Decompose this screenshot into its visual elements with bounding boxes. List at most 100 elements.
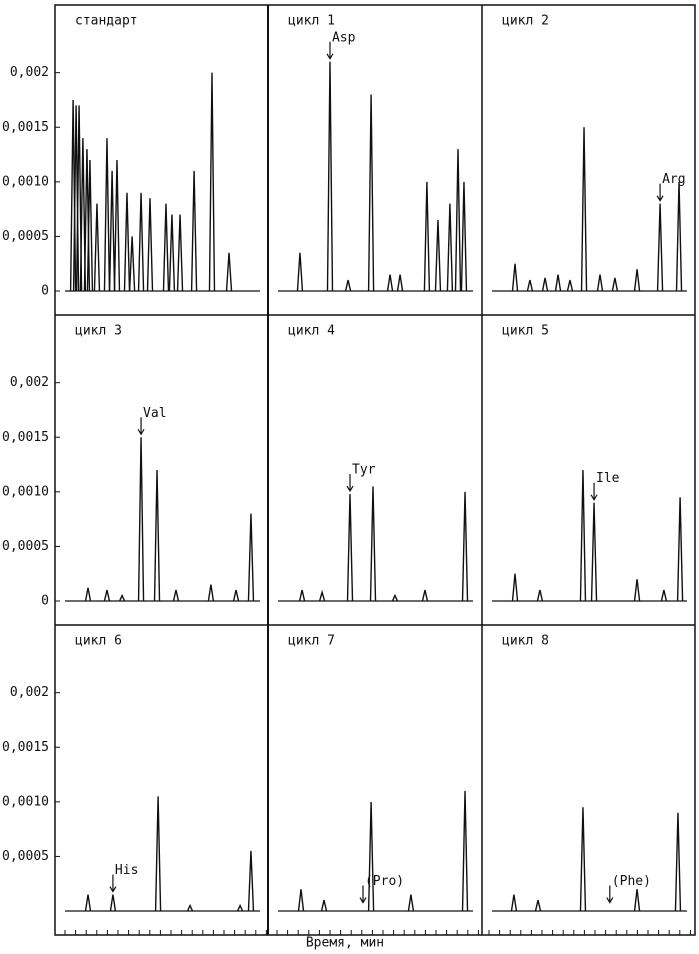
peak [536, 589, 544, 602]
peak [86, 159, 94, 291]
peak [113, 159, 121, 291]
peak [633, 269, 641, 292]
peak [247, 513, 255, 602]
panel-title: стандарт [75, 14, 138, 29]
peak [596, 274, 604, 292]
peak [225, 252, 233, 292]
y-tick-label: 0,0015 [2, 120, 49, 135]
peak [232, 589, 240, 602]
peak [176, 214, 184, 292]
peak [446, 203, 454, 292]
y-tick-label: 0,0010 [2, 174, 49, 189]
y-tick-label: 0 [41, 593, 49, 608]
peak [369, 486, 377, 602]
peak [675, 181, 683, 292]
peak [168, 214, 176, 292]
peak [454, 149, 462, 291]
annotation-label: Tyr [352, 463, 376, 478]
peak [386, 274, 394, 292]
y-tick-label: 0,0010 [2, 484, 49, 499]
peak [84, 587, 92, 602]
peak [660, 589, 668, 602]
panel-title: цикл 1 [288, 14, 335, 29]
peak [118, 593, 126, 602]
annotation-arrow [109, 874, 117, 893]
peak [103, 138, 111, 291]
peak [590, 502, 598, 602]
peak [162, 203, 170, 292]
annotation-arrow [590, 482, 598, 501]
peak [510, 894, 518, 912]
peak [391, 593, 399, 602]
peak [434, 220, 442, 292]
peak [511, 573, 519, 602]
panel-title: цикл 4 [288, 324, 335, 339]
panel-title: цикл 2 [502, 14, 549, 29]
panel-title: цикл 6 [75, 634, 122, 649]
peak [326, 61, 334, 291]
peak [541, 277, 549, 292]
y-tick-label: 0,002 [10, 65, 49, 80]
peak [123, 192, 131, 292]
peak [346, 493, 354, 602]
panel-title: цикл 5 [502, 324, 549, 339]
panel-title: цикл 7 [288, 634, 335, 649]
peak [153, 469, 161, 601]
peak [103, 589, 111, 602]
peak [611, 277, 619, 292]
peak [396, 274, 404, 292]
annotation-arrow [326, 41, 334, 60]
peak [633, 579, 641, 602]
peak [186, 903, 194, 912]
peak [461, 790, 469, 912]
y-tick-label: 0,0015 [2, 430, 49, 445]
peak [579, 469, 587, 601]
panel-title: цикл 3 [75, 324, 122, 339]
peak [320, 899, 328, 912]
panel-title: цикл 8 [502, 634, 549, 649]
peak [367, 801, 375, 912]
peak [93, 203, 101, 292]
annotation-label: Ile [596, 471, 620, 486]
x-axis-label: Время, мин [306, 936, 384, 951]
annotation-label: Asp [332, 30, 356, 45]
y-tick-label: 0,0015 [2, 740, 49, 755]
peak [633, 889, 641, 912]
peak [84, 894, 92, 912]
y-tick-label: 0,0005 [2, 849, 49, 864]
peak [137, 192, 145, 292]
peak [247, 850, 255, 912]
peak [208, 72, 216, 291]
peak [190, 170, 198, 292]
annotation-label: (Phe) [612, 874, 651, 889]
peak [534, 899, 542, 912]
y-tick-label: 0,002 [10, 685, 49, 700]
frame [54, 4, 696, 936]
annotation-label: Val [143, 406, 166, 421]
annotation-arrow [606, 885, 614, 904]
peak [146, 198, 154, 292]
peak [207, 584, 215, 602]
peak [128, 236, 136, 292]
annotation-arrow [346, 474, 354, 493]
peak [676, 497, 684, 602]
peak [526, 279, 534, 292]
peak [108, 170, 116, 292]
peak [461, 491, 469, 602]
peak [137, 437, 145, 601]
peak [554, 274, 562, 292]
y-tick-label: 0,0010 [2, 794, 49, 809]
peak [579, 807, 587, 912]
peak [656, 203, 664, 292]
annotation-arrow [359, 885, 367, 904]
peak [344, 279, 352, 292]
y-tick-label: 0,0005 [2, 229, 49, 244]
annotation-label: (Pro) [365, 874, 404, 889]
peak [79, 138, 87, 291]
peak [511, 263, 519, 292]
peak [172, 589, 180, 602]
annotation-arrow [137, 417, 145, 436]
annotation-label: His [115, 863, 138, 878]
peak [460, 181, 468, 292]
